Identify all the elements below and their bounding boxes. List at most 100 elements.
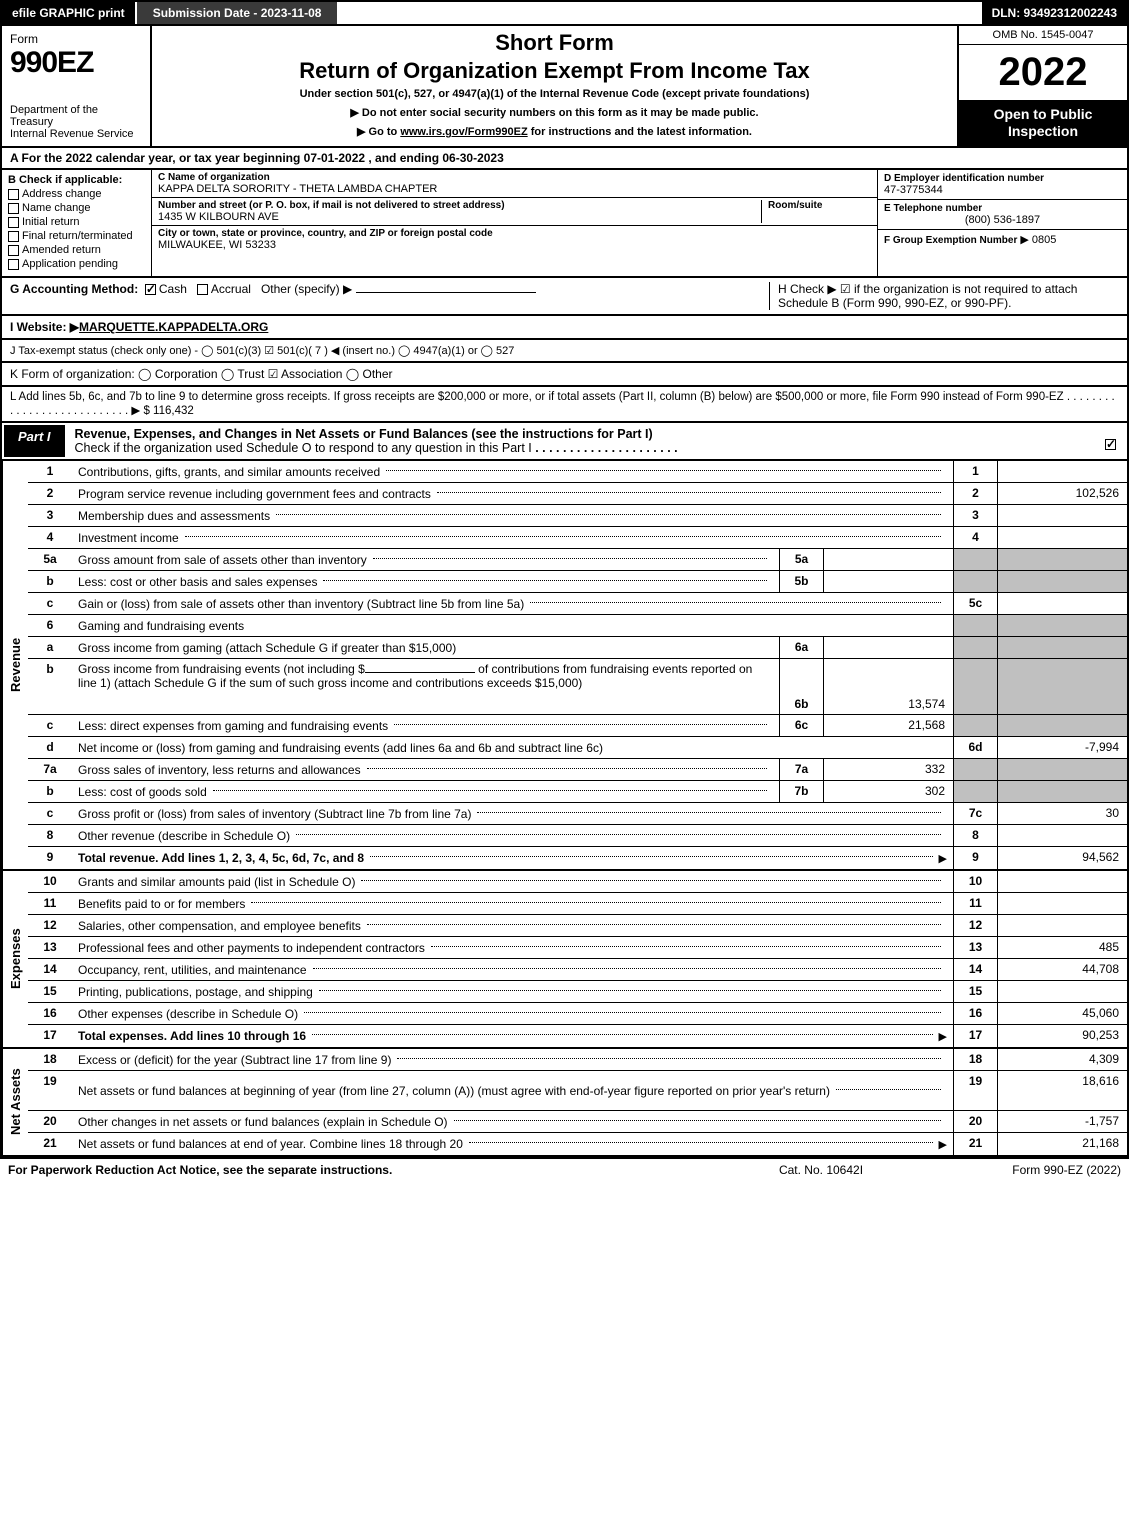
row-4: 4Investment income 4 bbox=[28, 527, 1127, 549]
website-link[interactable]: MARQUETTE.KAPPADELTA.ORG bbox=[79, 320, 268, 334]
chk-accrual[interactable] bbox=[197, 284, 208, 295]
row-gh: G Accounting Method: Cash Accrual Other … bbox=[0, 276, 1129, 314]
form-word: Form bbox=[10, 32, 142, 46]
row-14: 14Occupancy, rent, utilities, and mainte… bbox=[28, 959, 1127, 981]
header-left: Form 990EZ Department of the Treasury In… bbox=[2, 26, 152, 146]
row-13: 13Professional fees and other payments t… bbox=[28, 937, 1127, 959]
tax-year: 2022 bbox=[959, 45, 1127, 100]
part1-title: Revenue, Expenses, and Changes in Net As… bbox=[67, 423, 1097, 459]
row-6d: dNet income or (loss) from gaming and fu… bbox=[28, 737, 1127, 759]
d-label: D Employer identification number bbox=[884, 173, 1121, 184]
chk-name-change[interactable]: Name change bbox=[8, 202, 145, 214]
netassets-section: Net Assets 18Excess or (deficit) for the… bbox=[0, 1047, 1129, 1157]
row-3: 3Membership dues and assessments 3 bbox=[28, 505, 1127, 527]
chk-address-change[interactable]: Address change bbox=[8, 188, 145, 200]
revenue-section: Revenue 1Contributions, gifts, grants, a… bbox=[0, 459, 1129, 869]
netassets-side-label: Net Assets bbox=[2, 1049, 28, 1155]
row-5b: bLess: cost or other basis and sales exp… bbox=[28, 571, 1127, 593]
row-19: 19Net assets or fund balances at beginni… bbox=[28, 1071, 1127, 1111]
part1-header: Part I Revenue, Expenses, and Changes in… bbox=[0, 421, 1129, 459]
chk-application-pending[interactable]: Application pending bbox=[8, 258, 145, 270]
row-8: 8Other revenue (describe in Schedule O) … bbox=[28, 825, 1127, 847]
submission-date: Submission Date - 2023-11-08 bbox=[135, 2, 338, 24]
row-18: 18Excess or (deficit) for the year (Subt… bbox=[28, 1049, 1127, 1071]
row-6c: cLess: direct expenses from gaming and f… bbox=[28, 715, 1127, 737]
header-right: OMB No. 1545-0047 2022 Open to Public In… bbox=[957, 26, 1127, 146]
footer-mid: Cat. No. 10642I bbox=[721, 1163, 921, 1177]
open-to-public: Open to Public Inspection bbox=[959, 100, 1127, 146]
c-street-label: Number and street (or P. O. box, if mail… bbox=[158, 200, 761, 211]
row-16: 16Other expenses (describe in Schedule O… bbox=[28, 1003, 1127, 1025]
short-form-label: Short Form bbox=[162, 30, 947, 56]
phone: (800) 536-1897 bbox=[884, 214, 1121, 226]
row-1: 1Contributions, gifts, grants, and simil… bbox=[28, 461, 1127, 483]
row-10: 10Grants and similar amounts paid (list … bbox=[28, 871, 1127, 893]
row-17: 17Total expenses. Add lines 10 through 1… bbox=[28, 1025, 1127, 1047]
form-header: Form 990EZ Department of the Treasury In… bbox=[0, 26, 1129, 146]
goto-post: for instructions and the latest informat… bbox=[528, 126, 752, 138]
form-subtitle: Under section 501(c), 527, or 4947(a)(1)… bbox=[162, 88, 947, 100]
row-9: 9Total revenue. Add lines 1, 2, 3, 4, 5c… bbox=[28, 847, 1127, 869]
group-exemption: ▶ 0805 bbox=[1020, 234, 1056, 246]
ein: 47-3775344 bbox=[884, 184, 1121, 196]
expenses-section: Expenses 10Grants and similar amounts pa… bbox=[0, 869, 1129, 1047]
row-11: 11Benefits paid to or for members11 bbox=[28, 893, 1127, 915]
department: Department of the Treasury Internal Reve… bbox=[10, 104, 142, 140]
line-i: I Website: ▶MARQUETTE.KAPPADELTA.ORG bbox=[0, 314, 1129, 338]
expenses-side-label: Expenses bbox=[2, 871, 28, 1047]
row-5c: cGain or (loss) from sale of assets othe… bbox=[28, 593, 1127, 615]
c-city-label: City or town, state or province, country… bbox=[158, 228, 871, 239]
row-6b: b Gross income from fundraising events (… bbox=[28, 659, 1127, 715]
form-title: Return of Organization Exempt From Incom… bbox=[162, 58, 947, 84]
c-room-label: Room/suite bbox=[768, 200, 871, 211]
part1-check[interactable] bbox=[1097, 423, 1127, 459]
e-label: E Telephone number bbox=[884, 203, 1121, 214]
page-footer: For Paperwork Reduction Act Notice, see … bbox=[0, 1157, 1129, 1181]
row-21: 21Net assets or fund balances at end of … bbox=[28, 1133, 1127, 1155]
line-j: J Tax-exempt status (check only one) - ◯… bbox=[0, 338, 1129, 361]
row-2: 2Program service revenue including gover… bbox=[28, 483, 1127, 505]
org-name: KAPPA DELTA SORORITY - THETA LAMBDA CHAP… bbox=[158, 183, 871, 195]
line-k: K Form of organization: ◯ Corporation ◯ … bbox=[0, 361, 1129, 385]
form-number: 990EZ bbox=[10, 46, 142, 80]
chk-cash[interactable] bbox=[145, 284, 156, 295]
row-5a: 5aGross amount from sale of assets other… bbox=[28, 549, 1127, 571]
row-15: 15Printing, publications, postage, and s… bbox=[28, 981, 1127, 1003]
top-bar: efile GRAPHIC print Submission Date - 20… bbox=[0, 0, 1129, 26]
row-12: 12Salaries, other compensation, and empl… bbox=[28, 915, 1127, 937]
omb-number: OMB No. 1545-0047 bbox=[959, 26, 1127, 45]
chk-amended-return[interactable]: Amended return bbox=[8, 244, 145, 256]
irs-link[interactable]: www.irs.gov/Form990EZ bbox=[400, 126, 527, 138]
col-c: C Name of organization KAPPA DELTA SOROR… bbox=[152, 170, 877, 276]
row-7c: cGross profit or (loss) from sales of in… bbox=[28, 803, 1127, 825]
header-mid: Short Form Return of Organization Exempt… bbox=[152, 26, 957, 146]
b-label: B Check if applicable: bbox=[8, 174, 145, 186]
goto-note: ▶ Go to www.irs.gov/Form990EZ for instru… bbox=[162, 125, 947, 138]
goto-pre: ▶ Go to bbox=[357, 126, 400, 138]
efile-label: efile GRAPHIC print bbox=[2, 2, 135, 24]
col-b: B Check if applicable: Address change Na… bbox=[2, 170, 152, 276]
f-label: F Group Exemption Number bbox=[884, 235, 1017, 246]
footer-left: For Paperwork Reduction Act Notice, see … bbox=[8, 1163, 721, 1177]
line-g: G Accounting Method: Cash Accrual Other … bbox=[10, 282, 769, 310]
row-20: 20Other changes in net assets or fund ba… bbox=[28, 1111, 1127, 1133]
revenue-side-label: Revenue bbox=[2, 461, 28, 869]
part1-tab: Part I bbox=[4, 425, 65, 457]
row-7b: bLess: cost of goods sold 7b302 bbox=[28, 781, 1127, 803]
dln: DLN: 93492312002243 bbox=[982, 2, 1127, 24]
line-l: L Add lines 5b, 6c, and 7b to line 9 to … bbox=[0, 385, 1129, 421]
row-7a: 7aGross sales of inventory, less returns… bbox=[28, 759, 1127, 781]
org-street: 1435 W KILBOURN AVE bbox=[158, 211, 761, 223]
chk-initial-return[interactable]: Initial return bbox=[8, 216, 145, 228]
c-name-label: C Name of organization bbox=[158, 172, 871, 183]
org-city: MILWAUKEE, WI 53233 bbox=[158, 239, 871, 251]
col-def: D Employer identification number 47-3775… bbox=[877, 170, 1127, 276]
row-6a: aGross income from gaming (attach Schedu… bbox=[28, 637, 1127, 659]
line-h: H Check ▶ ☑ if the organization is not r… bbox=[769, 282, 1119, 310]
chk-final-return[interactable]: Final return/terminated bbox=[8, 230, 145, 242]
ssn-warning: ▶ Do not enter social security numbers o… bbox=[162, 106, 947, 119]
line-a: A For the 2022 calendar year, or tax yea… bbox=[0, 146, 1129, 168]
section-bcdef: B Check if applicable: Address change Na… bbox=[0, 168, 1129, 276]
row-6: 6Gaming and fundraising events bbox=[28, 615, 1127, 637]
footer-right: Form 990-EZ (2022) bbox=[921, 1163, 1121, 1177]
